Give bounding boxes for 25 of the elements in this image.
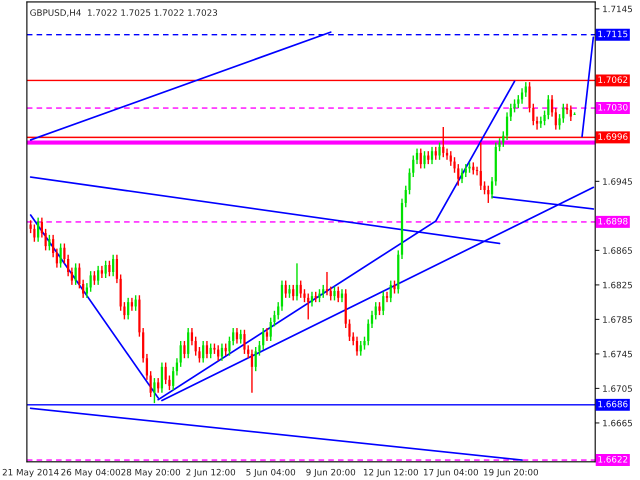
ref-line-label: 1.7062: [598, 76, 628, 83]
y-tick-label: 1.6745: [603, 350, 632, 358]
ref-line-label: 1.7030: [598, 104, 628, 111]
x-tick-label: 12 Jun 12:00: [364, 468, 418, 478]
x-tick-label: 17 Jun 04:00: [424, 468, 478, 478]
y-tick-label: 1.6705: [603, 385, 632, 392]
ref-line-label: 1.6898: [598, 218, 628, 224]
x-tick-label: 26 May 04:00: [61, 468, 120, 478]
x-tick-label: 21 May 2014: [2, 468, 59, 478]
x-tick-label: 2 Jun 12:00: [186, 468, 236, 478]
ref-line-label: 1.6686: [598, 400, 628, 408]
y-tick-label: 1.7145: [603, 6, 632, 12]
x-tick-label: 9 Jun 20:00: [306, 468, 356, 478]
y-tick-label: 1.6825: [603, 282, 632, 288]
ref-line-label: 1.7115: [598, 30, 628, 38]
ref-line-label: 1.6622: [598, 456, 628, 463]
x-tick-label: 28 May 20:00: [121, 468, 180, 478]
ref-line-label: 1.6996: [598, 133, 628, 140]
y-tick-label: 1.6945: [603, 178, 632, 185]
x-tick-label: 19 Jun 20:00: [484, 468, 538, 478]
text: GBPUSD,H4 1.7022 1.7025 1.7022 1.7023: [30, 9, 218, 17]
x-tick-label: 5 Jun 04:00: [246, 468, 296, 478]
y-tick-label: 1.6785: [603, 316, 632, 323]
y-tick-label: 1.6665: [603, 420, 632, 426]
y-tick-label: 1.6865: [603, 247, 632, 254]
